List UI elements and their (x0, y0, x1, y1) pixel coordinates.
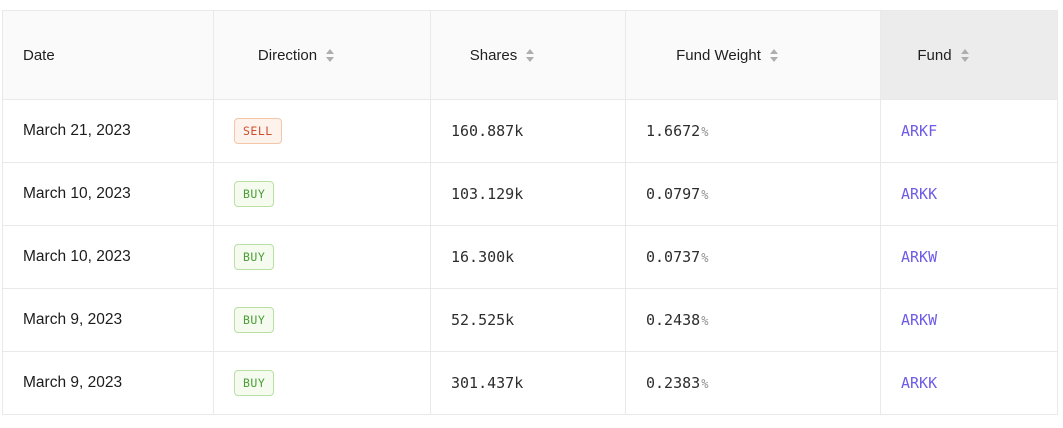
direction-badge: BUY (234, 307, 275, 333)
percent-suffix: % (701, 314, 709, 328)
fund-cell: ARKW (880, 288, 1058, 352)
date-cell: March 10, 2023 (2, 225, 214, 289)
direction-badge: BUY (234, 181, 275, 207)
fund-cell: ARKK (880, 162, 1058, 226)
column-header-label: Shares (469, 46, 518, 64)
shares-cell: 16.300k (430, 225, 626, 289)
fund-link[interactable]: ARKK (901, 184, 938, 203)
shares-cell: 301.437k (430, 351, 626, 415)
fund-weight-cell: 0.0737% (625, 225, 881, 289)
fund-cell: ARKW (880, 225, 1058, 289)
sort-icon (526, 48, 535, 62)
percent-suffix: % (701, 188, 709, 202)
direction-badge: BUY (234, 244, 275, 270)
date-cell: March 10, 2023 (2, 162, 214, 226)
shares-cell: 160.887k (430, 99, 626, 163)
trades-table-container: Date Direction Shares Fund We (2, 10, 1058, 415)
column-header-label: Date (23, 46, 55, 64)
fund-weight-cell: 0.2438% (625, 288, 881, 352)
table-row: March 10, 2023 BUY 16.300k 0.0737% ARKW (2, 225, 1058, 289)
date-cell: March 9, 2023 (2, 351, 214, 415)
fund-link[interactable]: ARKW (901, 310, 938, 329)
table-row: March 21, 2023 SELL 160.887k 1.6672% ARK… (2, 99, 1058, 163)
fund-weight-cell: 1.6672% (625, 99, 881, 163)
sort-icon (960, 48, 969, 62)
fund-link[interactable]: ARKW (901, 247, 938, 266)
table-row: March 9, 2023 BUY 301.437k 0.2383% ARKK (2, 351, 1058, 415)
header-row: Date Direction Shares Fund We (2, 10, 1058, 100)
direction-cell: BUY (213, 288, 431, 352)
direction-badge: BUY (234, 370, 275, 396)
fund-cell: ARKK (880, 351, 1058, 415)
fund-weight-cell: 0.2383% (625, 351, 881, 415)
fund-link[interactable]: ARKF (901, 121, 938, 140)
fund-weight-value: 0.2383 (646, 374, 701, 392)
column-header-fund[interactable]: Fund (880, 10, 1058, 100)
fund-cell: ARKF (880, 99, 1058, 163)
column-header-fund-weight[interactable]: Fund Weight (625, 10, 881, 100)
percent-suffix: % (701, 125, 709, 139)
trades-table: Date Direction Shares Fund We (2, 10, 1058, 415)
direction-cell: BUY (213, 351, 431, 415)
column-header-shares[interactable]: Shares (430, 10, 626, 100)
direction-badge: SELL (234, 118, 282, 144)
column-header-label: Fund Weight (676, 46, 761, 64)
column-header-label: Direction (257, 46, 318, 64)
direction-cell: BUY (213, 225, 431, 289)
column-header-date: Date (2, 10, 214, 100)
sort-icon (769, 48, 778, 62)
table-row: March 10, 2023 BUY 103.129k 0.0797% ARKK (2, 162, 1058, 226)
fund-weight-value: 0.2438 (646, 311, 701, 329)
percent-suffix: % (701, 251, 709, 265)
fund-weight-value: 0.0737 (646, 248, 701, 266)
date-cell: March 21, 2023 (2, 99, 214, 163)
sort-icon (326, 48, 335, 62)
column-header-label: Fund (917, 46, 952, 64)
direction-cell: SELL (213, 99, 431, 163)
fund-weight-value: 0.0797 (646, 185, 701, 203)
direction-cell: BUY (213, 162, 431, 226)
date-cell: March 9, 2023 (2, 288, 214, 352)
fund-weight-value: 1.6672 (646, 122, 701, 140)
fund-link[interactable]: ARKK (901, 373, 938, 392)
percent-suffix: % (701, 377, 709, 391)
column-header-direction[interactable]: Direction (213, 10, 431, 100)
shares-cell: 52.525k (430, 288, 626, 352)
fund-weight-cell: 0.0797% (625, 162, 881, 226)
shares-cell: 103.129k (430, 162, 626, 226)
table-row: March 9, 2023 BUY 52.525k 0.2438% ARKW (2, 288, 1058, 352)
